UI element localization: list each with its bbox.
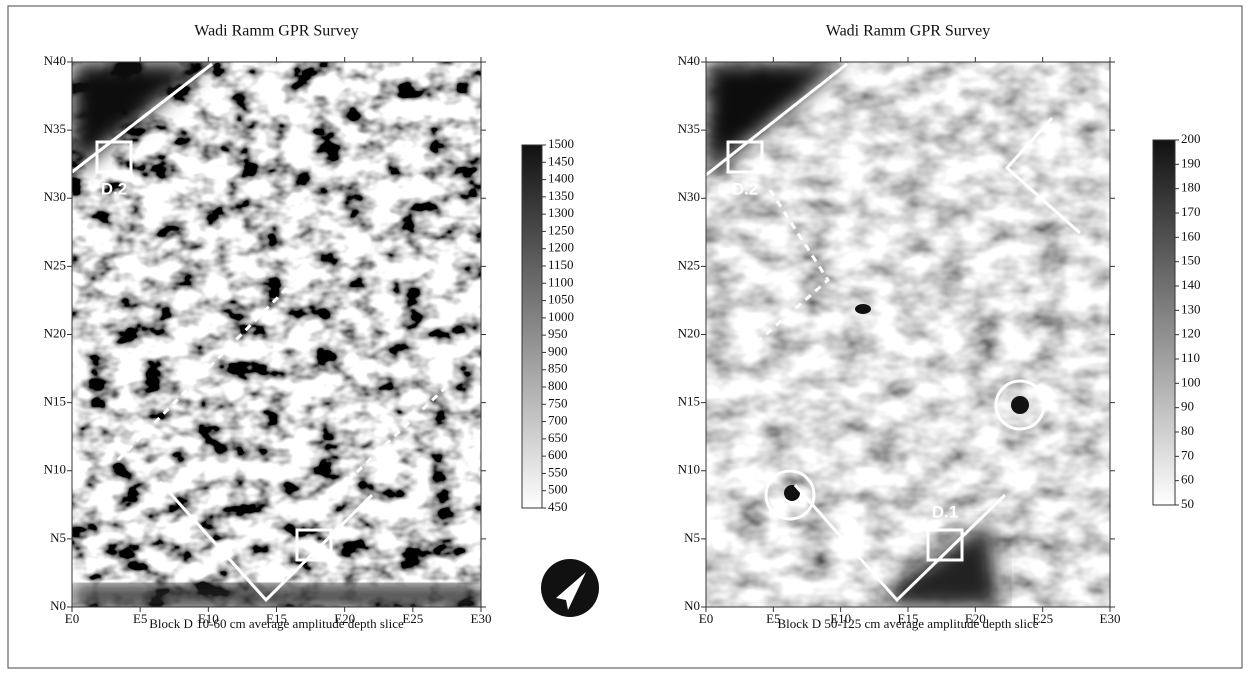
north-arrow bbox=[541, 559, 599, 617]
colorbar-tick-label: 1150 bbox=[548, 257, 574, 272]
x-tick-label: E20 bbox=[334, 611, 355, 626]
colorbar-tick-label: 550 bbox=[548, 464, 568, 479]
colorbar-tick-label: 1000 bbox=[548, 309, 574, 324]
x-tick-label: E10 bbox=[830, 611, 851, 626]
colorbar-tick-label: 120 bbox=[1181, 326, 1201, 341]
colorbar-tick-label: 1400 bbox=[548, 171, 574, 186]
y-tick-label: N30 bbox=[44, 189, 66, 204]
colorbar-tick-label: 1300 bbox=[548, 205, 574, 220]
x-tick-label: E25 bbox=[1032, 611, 1053, 626]
colorbar-tick-label: 950 bbox=[548, 326, 568, 341]
colorbar-tick-label: 200 bbox=[1181, 131, 1201, 146]
y-tick-label: N0 bbox=[684, 598, 700, 613]
colorbar-tick-label: 180 bbox=[1181, 180, 1201, 195]
x-tick-label: E0 bbox=[65, 611, 79, 626]
chart-title: Wadi Ramm GPR Survey bbox=[826, 23, 990, 40]
colorbar-tick-label: 70 bbox=[1181, 447, 1194, 462]
x-tick-label: E5 bbox=[766, 611, 780, 626]
colorbar-tick-label: 450 bbox=[548, 499, 568, 514]
y-tick-label: N30 bbox=[678, 189, 700, 204]
x-tick-label: E10 bbox=[198, 611, 219, 626]
annotation: D.2 bbox=[101, 179, 127, 198]
colorbar-tick-label: 1350 bbox=[548, 188, 574, 203]
annotation: D.1 bbox=[932, 502, 958, 521]
annotation: D.2 bbox=[732, 179, 758, 198]
x-tick-label: E0 bbox=[699, 611, 713, 626]
y-tick-label: N35 bbox=[678, 121, 700, 136]
y-tick-label: N10 bbox=[678, 462, 700, 477]
colorbar-tick-label: 90 bbox=[1181, 399, 1194, 414]
x-tick-label: E25 bbox=[402, 611, 423, 626]
chart-title: Wadi Ramm GPR Survey bbox=[194, 23, 358, 40]
y-tick-label: N20 bbox=[678, 325, 700, 340]
colorbar-tick-label: 170 bbox=[1181, 204, 1201, 219]
x-tick-label: E30 bbox=[1100, 611, 1121, 626]
y-tick-label: N25 bbox=[44, 257, 66, 272]
colorbar bbox=[1153, 140, 1175, 505]
y-tick-label: N20 bbox=[44, 325, 66, 340]
colorbar-tick-label: 100 bbox=[1181, 374, 1201, 389]
x-tick-label: E20 bbox=[965, 611, 986, 626]
y-tick-label: N10 bbox=[44, 462, 66, 477]
colorbar-tick-label: 1500 bbox=[548, 136, 574, 151]
colorbar-tick-label: 750 bbox=[548, 395, 568, 410]
colorbar-tick-label: 800 bbox=[548, 378, 568, 393]
raster bbox=[706, 62, 1110, 607]
x-tick-label: E5 bbox=[133, 611, 147, 626]
colorbar-tick-label: 190 bbox=[1181, 155, 1201, 170]
y-tick-label: N40 bbox=[678, 53, 700, 68]
colorbar-tick-label: 500 bbox=[548, 482, 568, 497]
colorbar-tick-label: 1050 bbox=[548, 292, 574, 307]
colorbar-tick-label: 150 bbox=[1181, 253, 1201, 268]
colorbar-tick-label: 600 bbox=[548, 447, 568, 462]
colorbar-tick-label: 1200 bbox=[548, 240, 574, 255]
colorbar-tick-label: 1250 bbox=[548, 222, 574, 237]
colorbar bbox=[522, 145, 542, 508]
colorbar-tick-label: 850 bbox=[548, 361, 568, 376]
y-tick-label: N15 bbox=[44, 394, 66, 409]
colorbar-tick-label: 80 bbox=[1181, 423, 1194, 438]
y-tick-label: N40 bbox=[44, 53, 66, 68]
figure: Wadi Ramm GPR SurveyBlock D 10-60 cm ave… bbox=[0, 0, 1251, 675]
colorbar-tick-label: 140 bbox=[1181, 277, 1201, 292]
colorbar-tick-label: 50 bbox=[1181, 496, 1194, 511]
x-tick-label: E15 bbox=[266, 611, 287, 626]
colorbar-tick-label: 700 bbox=[548, 413, 568, 428]
colorbar-tick-label: 160 bbox=[1181, 228, 1201, 243]
colorbar-tick-label: 650 bbox=[548, 430, 568, 445]
x-tick-label: E30 bbox=[471, 611, 492, 626]
colorbar-tick-label: 1100 bbox=[548, 274, 574, 289]
y-tick-label: N0 bbox=[50, 598, 66, 613]
y-tick-label: N25 bbox=[678, 257, 700, 272]
colorbar-tick-label: 1450 bbox=[548, 153, 574, 168]
colorbar-tick-label: 130 bbox=[1181, 301, 1201, 316]
y-tick-label: N35 bbox=[44, 121, 66, 136]
y-tick-label: N5 bbox=[684, 530, 700, 545]
y-tick-label: N5 bbox=[50, 530, 66, 545]
annotation: D.1 bbox=[301, 502, 327, 521]
raster bbox=[72, 62, 481, 607]
colorbar-tick-label: 900 bbox=[548, 343, 568, 358]
y-tick-label: N15 bbox=[678, 394, 700, 409]
colorbar-tick-label: 110 bbox=[1181, 350, 1200, 365]
colorbar-tick-label: 60 bbox=[1181, 472, 1194, 487]
x-tick-label: E15 bbox=[898, 611, 919, 626]
